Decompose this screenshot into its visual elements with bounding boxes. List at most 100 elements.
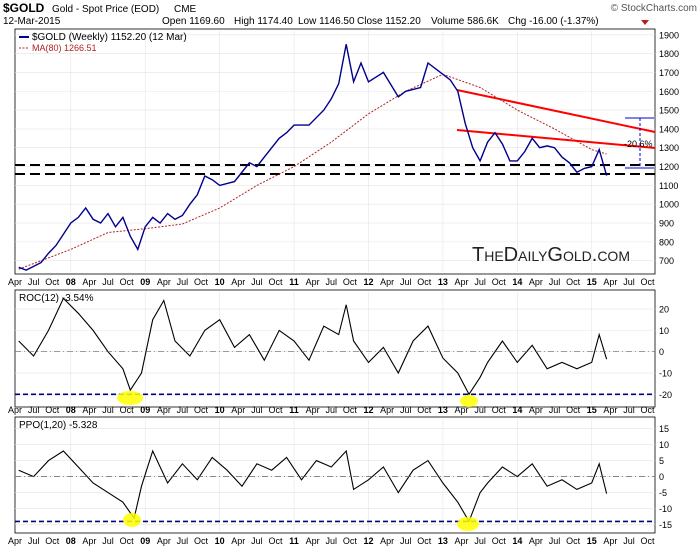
x-tick-label: Apr (380, 405, 394, 415)
y-tick-label: 0 (659, 347, 664, 357)
percent-label: -20.6% (624, 139, 653, 149)
x-tick-label: 10 (215, 277, 225, 287)
x-tick-label: Apr (455, 536, 469, 546)
roc-line (18, 297, 608, 396)
x-tick-label: 08 (66, 405, 76, 415)
y-tick-label: 900 (659, 219, 674, 229)
y-tick-label: 1400 (659, 124, 679, 134)
x-tick-label: Jul (326, 277, 338, 287)
x-tick-label: Jul (400, 405, 412, 415)
x-tick-label: Jul (326, 405, 338, 415)
x-tick-label: 13 (438, 536, 448, 546)
x-axis-roc: Apr Jul Oct 08 Apr Jul Oct 09 Apr Jul Oct 10 Apr Jul O… (8, 405, 655, 415)
x-tick-label: Jul (549, 536, 561, 546)
x-tick-label: Oct (194, 277, 209, 287)
x-tick-label: Jul (102, 405, 114, 415)
y-tick-label: 1800 (659, 49, 679, 59)
x-tick-label: Apr (8, 277, 22, 287)
y-tick-label: 1200 (659, 162, 679, 172)
x-tick-label: Jul (400, 536, 412, 546)
y-tick-label: 700 (659, 256, 674, 266)
x-tick-label: Apr (157, 536, 171, 546)
x-tick-label: Oct (492, 277, 507, 287)
x-tick-label: Jul (474, 536, 486, 546)
x-tick-label: Oct (194, 405, 209, 415)
x-tick-label: Apr (603, 277, 617, 287)
x-tick-label: Apr (82, 536, 96, 546)
x-tick-label: 12 (363, 277, 373, 287)
y-tick-label: -20 (659, 390, 672, 400)
x-tick-label: Jul (28, 536, 40, 546)
x-tick-label: Apr (603, 536, 617, 546)
x-tick-label: Oct (343, 405, 358, 415)
x-tick-label: 13 (438, 277, 448, 287)
x-tick-label: Apr (529, 277, 543, 287)
x-tick-label: Oct (566, 536, 581, 546)
x-tick-label: Apr (306, 277, 320, 287)
x-tick-label: Oct (268, 277, 283, 287)
x-tick-label: Jul (623, 405, 635, 415)
x-tick-label: Apr (603, 405, 617, 415)
x-tick-label: Jul (474, 277, 486, 287)
x-tick-label: 10 (215, 405, 225, 415)
x-tick-label: Oct (641, 277, 656, 287)
close-label: Close 1152.20 (357, 16, 421, 27)
x-tick-label: Oct (492, 536, 507, 546)
x-tick-label: Oct (343, 277, 358, 287)
x-tick-label: 09 (140, 536, 150, 546)
x-tick-label: 12 (363, 405, 373, 415)
y-tick-label: 10 (659, 326, 669, 336)
x-tick-label: Apr (455, 405, 469, 415)
x-tick-label: Apr (231, 277, 245, 287)
x-tick-label: Apr (231, 536, 245, 546)
x-tick-label: 10 (215, 536, 225, 546)
x-tick-label: Jul (549, 405, 561, 415)
x-tick-label: Jul (177, 277, 189, 287)
exchange-label: CME (174, 4, 197, 15)
x-tick-label: Oct (417, 277, 432, 287)
price-panel (14, 28, 656, 275)
ppo-panel (14, 416, 656, 534)
x-tick-label: Oct (120, 277, 135, 287)
y-tick-label: 1000 (659, 200, 679, 210)
x-tick-label: Jul (400, 277, 412, 287)
roc-panel (14, 289, 656, 408)
x-tick-label: Oct (120, 536, 135, 546)
x-tick-label: Apr (380, 277, 394, 287)
roc-highlight-2008 (117, 391, 143, 405)
y-tick-labels: 7008009001000110012001300140015001600170… (659, 30, 679, 530)
x-tick-label: Jul (177, 536, 189, 546)
volume-label: Volume 586.6K (431, 16, 499, 27)
x-tick-label: 09 (140, 405, 150, 415)
down-arrow-icon (641, 20, 649, 25)
x-tick-label: Jul (28, 405, 40, 415)
roc-legend: ROC(12) -3.54% (19, 293, 94, 304)
x-tick-label: Oct (268, 536, 283, 546)
x-tick-label: 08 (66, 277, 76, 287)
x-tick-label: Oct (641, 536, 656, 546)
x-tick-label: Jul (28, 277, 40, 287)
high-label: High 1174.40 (234, 16, 293, 27)
low-label: Low 1146.50 (298, 16, 355, 27)
open-label: Open 1169.60 (162, 16, 225, 27)
x-axis-price: Apr Jul Oct 08 Apr Jul Oct 09 Apr Jul Oct 10 Apr Jul O… (8, 277, 655, 287)
x-tick-label: Oct (566, 405, 581, 415)
x-tick-label: Apr (455, 277, 469, 287)
x-tick-label: Apr (157, 277, 171, 287)
symbol-label: $GOLD (3, 1, 45, 15)
x-tick-label: Jul (251, 536, 263, 546)
y-tick-label: 5 (659, 456, 664, 466)
x-tick-label: 12 (363, 536, 373, 546)
x-tick-label: Jul (623, 277, 635, 287)
y-tick-label: 1500 (659, 106, 679, 116)
x-tick-label: 14 (512, 405, 522, 415)
x-tick-label: Oct (45, 277, 60, 287)
x-axis-ppo: Apr Jul Oct 08 Apr Jul Oct 09 Apr Jul Oct 10 Apr Jul O… (8, 536, 655, 546)
x-tick-label: Apr (82, 277, 96, 287)
watermark: TheDailyGold.com (472, 244, 630, 266)
roc-highlight-2013 (460, 395, 478, 407)
instrument-name: Gold - Spot Price (EOD) (52, 4, 159, 15)
x-tick-label: Oct (268, 405, 283, 415)
x-tick-label: 15 (587, 405, 597, 415)
